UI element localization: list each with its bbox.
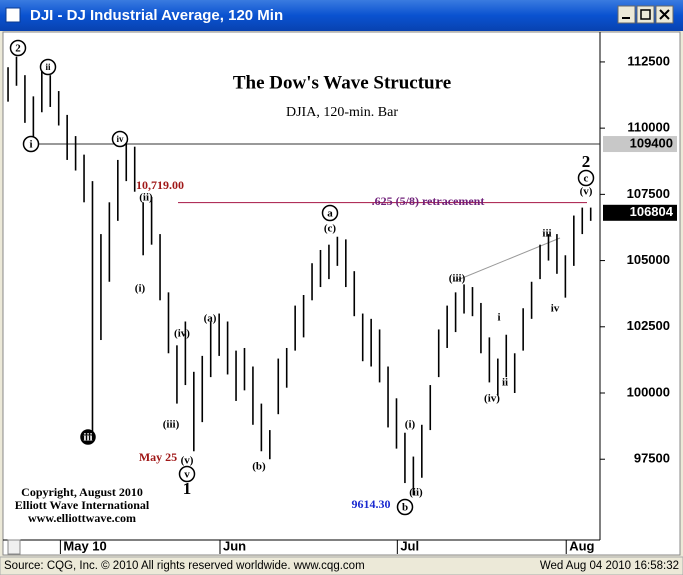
wave-label: iv: [116, 134, 124, 144]
x-tick-label: Jun: [223, 538, 246, 553]
wave-label: (ii): [139, 192, 153, 204]
wave-label: (c): [324, 223, 337, 235]
last-price-label: 106804: [630, 204, 674, 219]
wave-circle: [39, 58, 57, 76]
wave-label: (i): [405, 419, 416, 431]
wave-circle: [22, 135, 40, 153]
window-icon: [5, 7, 21, 23]
wave-label: i: [497, 312, 500, 324]
wave-label: c: [584, 173, 589, 185]
maximize-icon: [640, 9, 651, 20]
wave-label: (ii): [409, 487, 423, 499]
wave-circle: [321, 204, 339, 222]
y-tick-label: 110000: [627, 120, 670, 135]
wave-circle: [80, 429, 96, 445]
last-price-box: [603, 204, 677, 221]
y-tick-label: 105000: [627, 252, 670, 267]
wave-label: i: [29, 139, 32, 151]
wave-label: (iii): [449, 273, 466, 285]
wave-label: (iii): [163, 419, 180, 431]
wave-label: (b): [252, 461, 266, 473]
copyright: Copyright, August 2010: [21, 485, 143, 499]
price-note: May 25: [139, 450, 177, 464]
maximize-button[interactable]: [636, 5, 655, 24]
wave-label: (i): [135, 283, 146, 295]
wave-circle: [9, 39, 27, 57]
status-timestamp: Wed Aug 04 2010 16:58:32: [540, 560, 679, 572]
window-title: DJI - DJ Industrial Average, 120 Min: [30, 7, 283, 24]
y-tick-label: 107500: [627, 186, 670, 201]
copyright: Elliott Wave International: [15, 498, 150, 512]
chart-title: The Dow's Wave Structure: [233, 72, 451, 93]
status-source: Source: CQG, Inc. © 2010 All rights rese…: [4, 560, 365, 572]
chart-subtitle: DJIA, 120-min. Bar: [286, 105, 398, 120]
wave-label: b: [402, 502, 408, 514]
wave-label: ii: [502, 377, 508, 389]
reference-label-box: [603, 136, 677, 153]
price-note: .625 (5/8) retracement: [372, 194, 485, 208]
copyright: www.elliottwave.com: [28, 511, 136, 525]
wave-label: a: [327, 208, 333, 220]
close-icon: [659, 9, 670, 20]
wave-label: ii: [45, 62, 51, 72]
y-tick-label: 100000: [627, 384, 670, 399]
wave-circle: [577, 169, 595, 187]
x-tick-label: Aug: [569, 538, 594, 553]
trendline: [454, 237, 561, 282]
reference-label: 109400: [630, 135, 673, 150]
wave-label: iii: [542, 228, 551, 240]
price-note: 10,719.00: [136, 178, 184, 192]
title-bar: [0, 0, 683, 31]
price-note: 9614.30: [352, 497, 391, 511]
wave-label: (iv): [484, 393, 500, 405]
wave-label: (v): [181, 455, 194, 467]
minimize-button[interactable]: [617, 5, 636, 24]
wave-circle: [396, 498, 414, 516]
status-bar: [0, 556, 683, 575]
wave-label: v: [184, 469, 190, 481]
y-tick-label: 97500: [634, 451, 670, 466]
wave-label: 2: [15, 43, 21, 55]
x-tick-label: Jul: [400, 538, 419, 553]
wave-label: 1: [183, 479, 192, 498]
wave-label: 2: [582, 152, 591, 171]
wave-circle: [178, 465, 196, 483]
y-tick-label: 102500: [627, 318, 670, 333]
y-tick-label: 112500: [627, 53, 670, 68]
wave-label: (v): [580, 186, 593, 198]
wave-label: iv: [551, 303, 560, 315]
wave-label: (iv): [174, 328, 190, 340]
x-tick-label: May 10: [63, 538, 106, 553]
window-buttons[interactable]: [617, 5, 674, 24]
wave-label: iii: [83, 432, 92, 444]
chart-area: [2, 31, 681, 556]
scroll-thumb[interactable]: [7, 539, 21, 555]
wave-circle: [111, 130, 129, 148]
wave-label: (a): [204, 313, 217, 325]
